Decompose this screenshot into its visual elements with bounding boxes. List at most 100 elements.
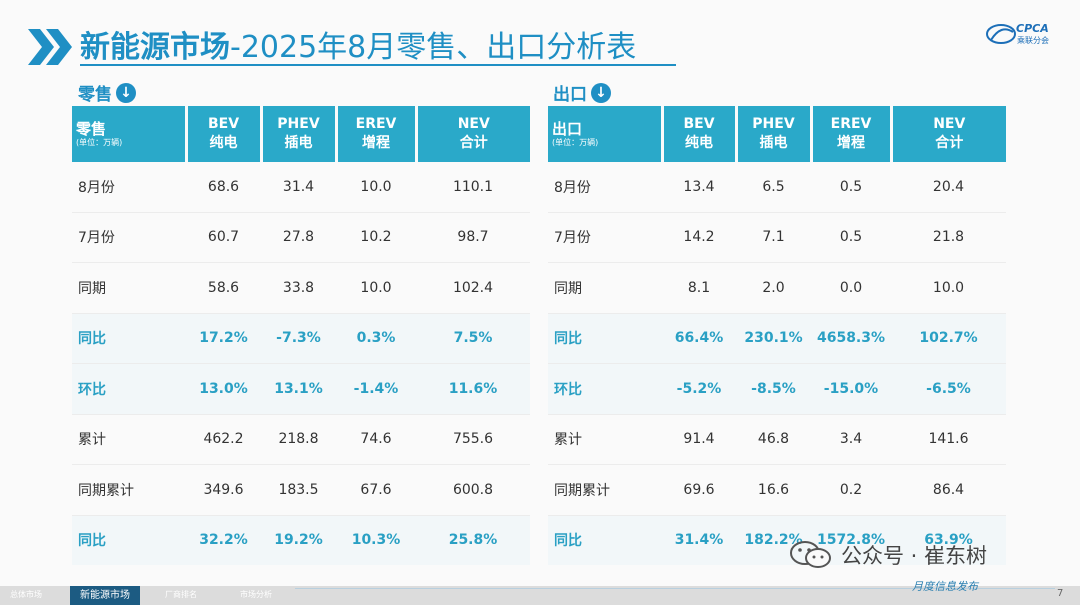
table-cell: 102.7% [891,313,1006,364]
wechat-account-text: 公众号 · 崔东树 [841,544,988,568]
table-cell: 13.4 [662,162,736,213]
page-number: 7 [1057,588,1064,599]
footer-nav-item[interactable]: 总体市场 [10,590,42,599]
column-header-erev: EREV 增程 [811,106,893,162]
column-header-nev: NEV 合计 [416,106,530,162]
table-row: 累计 91.4 46.8 3.4 141.6 [548,414,1006,465]
row-label: 同期 [72,262,186,314]
row-label: 7月份 [548,212,662,263]
table-cell: 0.0 [811,262,891,314]
table-cell: 349.6 [186,464,261,516]
table-cell: -15.0% [811,363,891,415]
retail-table-body: 8月份 68.6 31.4 10.0 110.1 7月份 60.7 27.8 10.2 98.7 同… [72,162,530,565]
logo-subtext: 乘联分会 [1017,36,1049,45]
column-header-phev: PHEV 插电 [261,106,338,162]
wechat-watermark: 公众号 · 崔东树 [789,540,987,570]
footer-tagline: 月度信息发布 [912,580,978,593]
table-cell: 32.2% [186,515,261,565]
column-header-erev: EREV 增程 [336,106,418,162]
row-label: 同比 [548,313,662,364]
arrow-down-circle-icon: ↓ [116,82,136,103]
export-section-label: 出口 ↓ [553,80,611,105]
table-cell: 16.6 [736,464,811,516]
table-cell: 60.7 [186,212,261,263]
table-cell: 141.6 [891,414,1006,465]
row-label: 同期 [548,262,662,314]
page-title-main: 新能源市场 [80,30,230,65]
table-cell: 10.0 [336,262,416,314]
table-cell: 69.6 [662,464,736,516]
table-cell: 0.2 [811,464,891,516]
table-row: 环比 13.0% 13.1% -1.4% 11.6% [72,363,530,415]
table-cell: 600.8 [416,464,530,516]
table-cell: 755.6 [416,414,530,465]
table-cell: 0.3% [336,313,416,364]
title-underline [80,64,676,66]
retail-section-label: 零售 ↓ [78,80,136,105]
row-label: 同期累计 [72,464,186,516]
table-cell: 66.4% [662,313,736,364]
table-cell: -5.2% [662,363,736,415]
row-label: 同期累计 [548,464,662,516]
page-title: 新能源市场-2025年8月零售、出口分析表 [80,22,636,66]
table-cell: 3.4 [811,414,891,465]
table-corner-header: 零售 (单位：万辆) [72,106,188,162]
table-header-row: 出口 (单位：万辆) BEV 纯电 PHEV 插电 EREV 增程 NEV 合计 [548,106,1006,162]
table-row: 同期累计 349.6 183.5 67.6 600.8 [72,464,530,516]
row-label: 同比 [548,515,662,565]
table-cell: 183.5 [261,464,336,516]
footer-nav-item[interactable]: 市场分析 [240,590,272,599]
table-row: 8月份 13.4 6.5 0.5 20.4 [548,162,1006,213]
row-label: 8月份 [548,162,662,213]
table-cell: 31.4 [261,162,336,213]
table-row: 同比 66.4% 230.1% 4658.3% 102.7% [548,313,1006,364]
table-cell: 31.4% [662,515,736,565]
table-row: 同期 8.1 2.0 0.0 10.0 [548,262,1006,314]
table-cell: 230.1% [736,313,811,364]
table-cell: 17.2% [186,313,261,364]
table-cell: 68.6 [186,162,261,213]
chevron-right-icon [28,29,72,65]
table-header-row: 零售 (单位：万辆) BEV 纯电 PHEV 插电 EREV 增程 NEV 合计 [72,106,530,162]
row-label: 同比 [72,515,186,565]
table-cell: 33.8 [261,262,336,314]
table-cell: 46.8 [736,414,811,465]
table-cell: 4658.3% [811,313,891,364]
footer-nav-item[interactable]: 厂商排名 [165,590,197,599]
table-row: 累计 462.2 218.8 74.6 755.6 [72,414,530,465]
table-cell: 63.9% [891,515,1006,565]
row-label: 累计 [548,414,662,465]
table-row: 同比 31.4% 182.2% 1572.8% 63.9% [548,515,1006,565]
footer-nav-item[interactable]: 新能源市场 [70,586,140,605]
table-cell: 25.8% [416,515,530,565]
table-cell: 91.4 [662,414,736,465]
table-row: 7月份 14.2 7.1 0.5 21.8 [548,212,1006,263]
column-header-bev: BEV 纯电 [186,106,263,162]
table-cell: -1.4% [336,363,416,415]
row-label: 累计 [72,414,186,465]
table-cell: 10.2 [336,212,416,263]
table-cell: 0.5 [811,162,891,213]
table-row: 7月份 60.7 27.8 10.2 98.7 [72,212,530,263]
row-label: 环比 [548,363,662,415]
table-row: 同期累计 69.6 16.6 0.2 86.4 [548,464,1006,516]
table-cell: 6.5 [736,162,811,213]
row-label: 7月份 [72,212,186,263]
table-cell: 74.6 [336,414,416,465]
wechat-icon [790,541,831,568]
table-cell: 19.2% [261,515,336,565]
table-cell: 13.1% [261,363,336,415]
table-cell: -8.5% [736,363,811,415]
table-cell: 10.0 [336,162,416,213]
table-cell: -6.5% [891,363,1006,415]
table-cell: 182.2% [736,515,811,565]
footer-divider [295,588,1055,589]
header: 新能源市场-2025年8月零售、出口分析表 CPCA 乘联分会 [0,0,1080,80]
table-cell: 67.6 [336,464,416,516]
footer-bar [0,586,1080,605]
column-header-nev: NEV 合计 [891,106,1006,162]
row-label: 同比 [72,313,186,364]
table-row: 8月份 68.6 31.4 10.0 110.1 [72,162,530,213]
table-cell: 11.6% [416,363,530,415]
table-cell: 20.4 [891,162,1006,213]
